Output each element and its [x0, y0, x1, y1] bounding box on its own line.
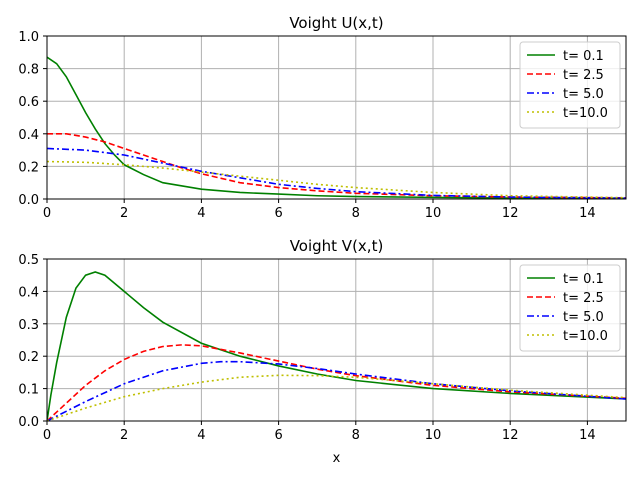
legend-label-3: t=10.0 [563, 329, 608, 344]
x-tick-label: 6 [274, 428, 282, 443]
axes-frame [46, 258, 627, 422]
x-tick-label: 8 [352, 428, 360, 443]
x-tick-label: 2 [120, 428, 128, 443]
y-tick-label: 0.4 [18, 285, 39, 300]
axes-frame [46, 35, 627, 200]
chart-title: Voight U(x,t) [289, 14, 383, 32]
y-tick-label: 0.8 [18, 63, 39, 78]
y-tick-label: 0.0 [18, 415, 39, 430]
x-tick-label: 8 [352, 206, 360, 221]
legend: t= 0.1 t= 2.5 t= 5.0 t=10.0 [519, 264, 621, 352]
series-line-3 [47, 374, 626, 421]
series-line-2 [47, 360, 626, 421]
chart-title: Voight V(x,t) [290, 237, 384, 255]
y-tick-label: 0.2 [18, 160, 39, 175]
y-tick-label: 0.6 [18, 95, 39, 110]
x-tick-label: 14 [579, 428, 596, 443]
x-tick-label: 4 [197, 428, 205, 443]
x-tick-label: 4 [197, 206, 205, 221]
y-tick-label: 0.5 [18, 253, 39, 268]
legend-label-0: t= 0.1 [563, 49, 604, 64]
y-tick-label: 1.0 [18, 30, 39, 45]
series-line-0 [47, 56, 626, 199]
legend: t= 0.1 t= 2.5 t= 5.0 t=10.0 [519, 41, 621, 129]
x-tick-label: 2 [120, 206, 128, 221]
legend-box [519, 41, 621, 129]
series-line-1 [47, 344, 626, 421]
x-tick-label: 10 [425, 428, 442, 443]
y-tick-label: 0.1 [18, 383, 39, 398]
x-tick-label: 10 [425, 206, 442, 221]
x-tick-label: 6 [274, 206, 282, 221]
y-tick-label: 0.0 [18, 193, 39, 208]
u-chart-panel: 0 2 4 6 8 10 12 14 0.0 0.2 0.4 0.6 0.8 1.0 Voight U(x,… [18, 14, 627, 221]
legend-label-1: t= 2.5 [563, 291, 604, 306]
legend-box [519, 264, 621, 352]
legend-label-1: t= 2.5 [563, 68, 604, 83]
series-line-2 [47, 147, 626, 199]
v-chart-panel: 0 2 4 6 8 10 12 14 0.0 0.1 0.2 0.3 0.4 0.5 Voight V(x,… [18, 237, 627, 466]
y-tick-label: 0.3 [18, 318, 39, 333]
x-tick-label: 12 [502, 206, 519, 221]
y-tick-label: 0.4 [18, 128, 39, 143]
series-line-1 [47, 133, 626, 199]
legend-label-3: t=10.0 [563, 106, 608, 121]
x-tick-label: 14 [579, 206, 596, 221]
x-tick-label: 0 [43, 206, 51, 221]
x-tick-label: 0 [43, 428, 51, 443]
legend-label-2: t= 5.0 [563, 310, 604, 325]
y-tick-label: 0.2 [18, 350, 39, 365]
legend-label-0: t= 0.1 [563, 272, 604, 287]
series-line-0 [47, 271, 626, 421]
series-line-3 [47, 160, 626, 199]
legend-label-2: t= 5.0 [563, 87, 604, 102]
x-axis-label: x [333, 451, 341, 466]
x-tick-label: 12 [502, 428, 519, 443]
